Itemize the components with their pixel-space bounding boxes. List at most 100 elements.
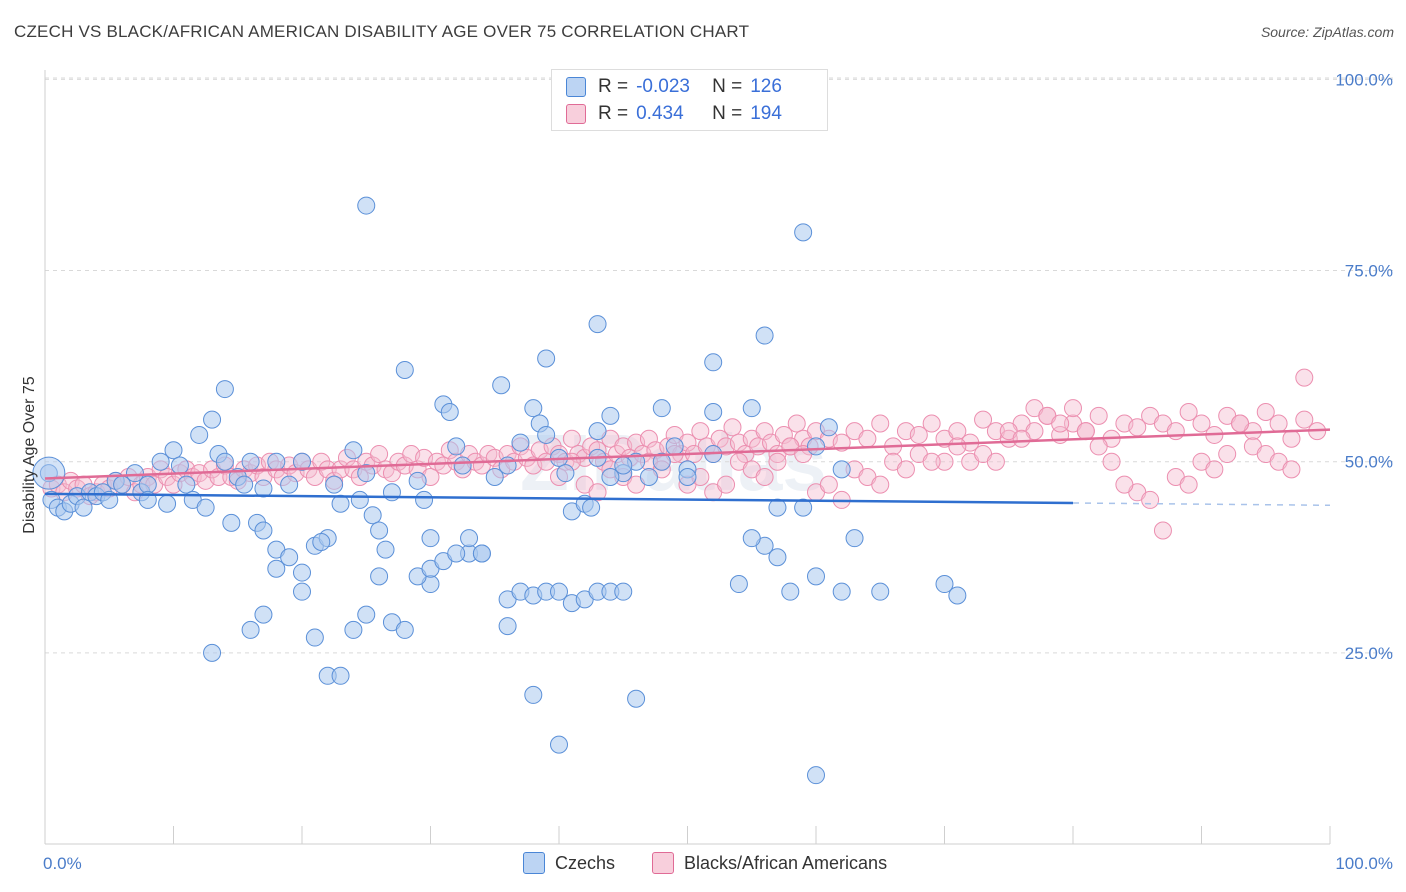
point-blacks	[1295, 368, 1314, 387]
chart-title: CZECH VS BLACK/AFRICAN AMERICAN DISABILI…	[14, 22, 750, 41]
legend-r-value: 0.434	[636, 103, 684, 124]
point-czechs	[524, 399, 543, 418]
point-czechs	[382, 483, 401, 502]
point-czechs	[408, 471, 427, 490]
x-tick-label-min: 0.0%	[43, 854, 82, 873]
point-blacks	[723, 418, 742, 437]
point-blacks	[1231, 414, 1250, 433]
point-czechs	[344, 620, 363, 639]
tick-labels: 25.0% 50.0% 75.0% 100.0% 0.0% 100.0%	[43, 70, 1393, 873]
point-czechs	[331, 666, 350, 685]
y-tick-label: 50.0%	[1345, 453, 1393, 472]
point-czechs	[819, 418, 838, 437]
point-czechs	[627, 689, 646, 708]
point-czechs	[170, 456, 189, 475]
point-blacks	[1153, 521, 1172, 540]
point-czechs	[267, 452, 286, 471]
legend-n-value: 194	[750, 103, 782, 124]
point-czechs	[948, 586, 967, 605]
point-czechs	[550, 582, 568, 601]
point-czechs	[556, 464, 575, 483]
point-czechs	[312, 532, 331, 551]
point-blacks	[948, 422, 967, 441]
point-czechs	[832, 460, 851, 479]
legend-r-label: R =	[598, 103, 629, 124]
point-czechs	[280, 475, 299, 494]
point-czechs	[203, 643, 222, 662]
point-czechs	[845, 529, 864, 548]
point-blacks	[909, 425, 928, 444]
point-czechs	[652, 399, 671, 418]
point-czechs	[357, 605, 376, 624]
bottom-legend-label: Czechs	[555, 852, 616, 873]
point-czechs	[588, 315, 607, 334]
trend-lines	[44, 428, 1331, 507]
point-czechs	[742, 529, 761, 548]
point-czechs	[376, 540, 395, 559]
point-blacks	[1102, 452, 1121, 471]
point-czechs	[453, 456, 472, 475]
point-czechs	[807, 437, 825, 456]
point-czechs	[794, 498, 813, 517]
point-czechs	[190, 425, 209, 444]
bottom-legend-blacks: Blacks/African Americans	[652, 850, 887, 876]
legend-swatch-blue	[566, 77, 586, 97]
point-czechs	[138, 475, 157, 494]
point-czechs	[729, 575, 748, 594]
point-blacks	[986, 452, 1005, 471]
point-czechs	[254, 479, 273, 498]
point-blacks	[1064, 399, 1082, 418]
point-blacks	[948, 437, 967, 456]
y-tick-label: 75.0%	[1345, 262, 1393, 281]
point-blacks	[787, 414, 806, 433]
point-blacks	[1256, 403, 1275, 422]
point-blacks	[1089, 406, 1108, 425]
point-czechs	[704, 403, 723, 422]
point-czechs	[871, 582, 890, 601]
point-czechs	[935, 575, 954, 594]
point-czechs	[524, 685, 543, 704]
point-blacks	[774, 425, 793, 444]
point-czechs	[652, 452, 671, 471]
point-czechs	[254, 605, 273, 624]
point-czechs	[755, 326, 774, 345]
point-czechs	[440, 403, 459, 422]
point-czechs	[215, 380, 234, 399]
trend-line-blacks	[44, 428, 1331, 480]
x-tick-label-max: 100.0%	[1335, 854, 1393, 873]
point-czechs	[370, 567, 389, 586]
point-czechs	[164, 441, 183, 460]
bottom-legend-label: Blacks/African Americans	[684, 852, 888, 873]
legend-n-label: N =	[712, 103, 743, 124]
point-czechs	[151, 452, 170, 471]
trend-line-czechs	[44, 492, 1074, 505]
point-czechs	[370, 521, 389, 540]
point-czechs	[807, 567, 825, 586]
legend-r-label: R =	[598, 76, 629, 97]
point-blacks	[1076, 422, 1095, 441]
point-blacks	[1282, 429, 1301, 448]
point-czechs	[215, 452, 234, 471]
point-czechs	[781, 582, 800, 601]
point-blacks	[1218, 445, 1237, 464]
point-blacks	[1205, 460, 1224, 479]
point-czechs	[485, 467, 504, 486]
bottom-legend-czechs: Czechs	[523, 850, 615, 876]
source-label: Source: ZipAtlas.com	[1260, 24, 1394, 40]
point-czechs	[768, 548, 787, 567]
point-blacks	[1089, 437, 1108, 456]
point-blacks	[1012, 429, 1031, 448]
point-blacks	[588, 483, 607, 502]
point-czechs	[357, 196, 376, 215]
point-czechs	[472, 544, 491, 563]
legend-row-czechs: R = -0.023 N = 126	[566, 75, 782, 99]
point-czechs	[537, 349, 556, 368]
point-czechs	[100, 490, 119, 509]
point-blacks	[1282, 460, 1301, 479]
bottom-legend-swatch-blue	[523, 852, 545, 874]
point-czechs	[794, 223, 813, 242]
point-czechs	[447, 437, 466, 456]
axes	[44, 70, 1331, 845]
point-blacks	[562, 429, 581, 448]
